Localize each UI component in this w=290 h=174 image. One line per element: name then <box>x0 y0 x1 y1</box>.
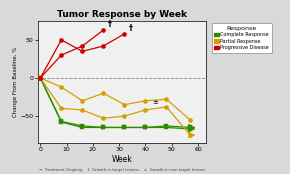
X-axis label: Week: Week <box>111 155 132 164</box>
Text: †: † <box>107 20 111 29</box>
Text: †: † <box>128 24 132 33</box>
Title: Tumor Response by Week: Tumor Response by Week <box>57 10 187 19</box>
Text: ±: ± <box>152 99 158 105</box>
Y-axis label: Change From Baseline, %: Change From Baseline, % <box>13 47 18 117</box>
Legend: Complete Response, Partial Response, Progressive Disease: Complete Response, Partial Response, Pro… <box>212 23 272 53</box>
Text: →  Treatment Ongoing    †  Growth in target lesions    ±  Growth in non target l: → Treatment Ongoing † Growth in target l… <box>39 168 205 172</box>
